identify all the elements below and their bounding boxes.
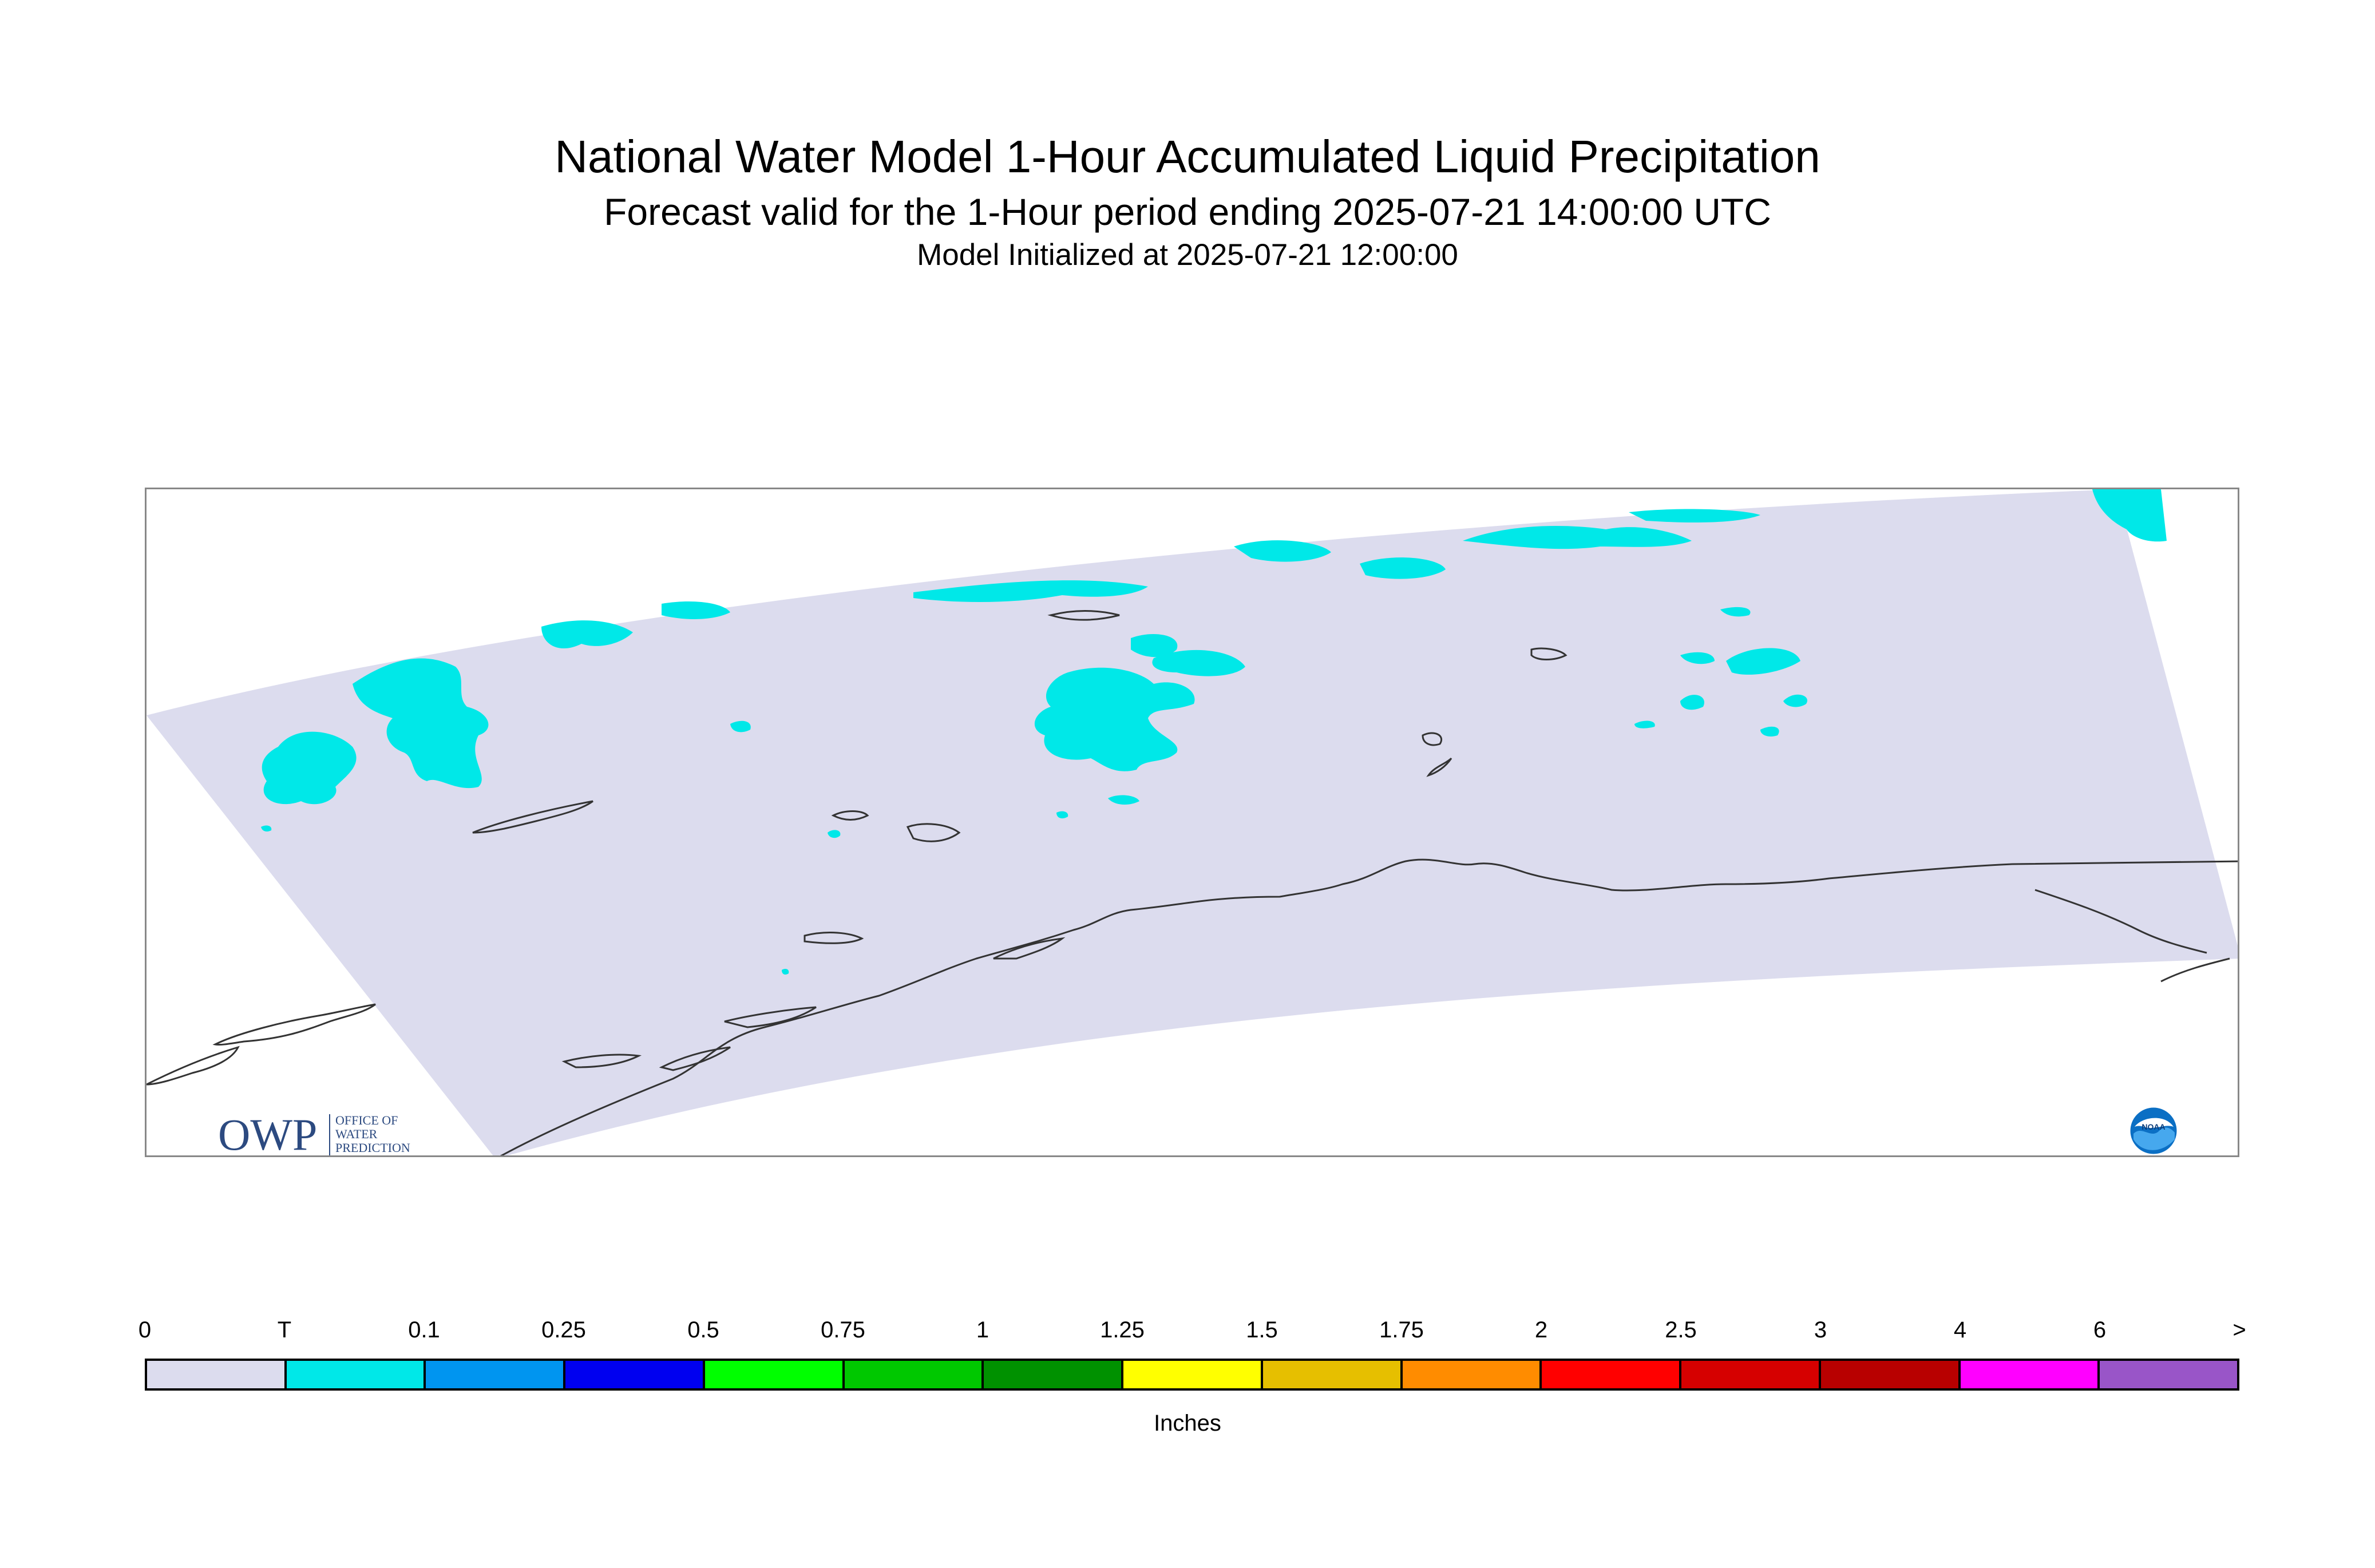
legend-tick-label: 2.5 (1665, 1317, 1697, 1343)
legend-color-2 (426, 1361, 566, 1388)
legend-color-0 (147, 1361, 287, 1388)
map-panel: OWP OFFICE OF WATER PREDICTION NOAA (145, 488, 2239, 1157)
legend-tick-label: 0.25 (541, 1317, 586, 1343)
legend-tick-label: 0.1 (408, 1317, 440, 1343)
legend-color-7 (1123, 1361, 1263, 1388)
owp-line-3: PREDICTION (335, 1141, 410, 1155)
legend-color-14 (2100, 1361, 2238, 1388)
owp-mark: OWP (218, 1110, 317, 1157)
coastlines (147, 610, 2238, 1155)
legend-tick-label: 6 (2093, 1317, 2107, 1343)
owp-line-2: WATER (335, 1127, 378, 1141)
legend-color-6 (984, 1361, 1124, 1388)
owp-line-1: OFFICE OF (335, 1113, 398, 1127)
legend-color-4 (704, 1361, 845, 1388)
legend-tick-label: 0.5 (687, 1317, 719, 1343)
legend-tick-label: 4 (1953, 1317, 1967, 1343)
forecast-valid-subtitle: Forecast valid for the 1-Hour period end… (604, 191, 1771, 233)
legend-tick-label: 0 (138, 1317, 152, 1343)
legend-tick-label: > (2232, 1317, 2246, 1343)
legend-color-5 (844, 1361, 984, 1388)
legend-tick-label: 1 (976, 1317, 989, 1343)
legend-color-12 (1820, 1361, 1961, 1388)
legend-color-1 (286, 1361, 426, 1388)
legend-tick-label: 3 (1814, 1317, 1827, 1343)
legend-color-10 (1542, 1361, 1682, 1388)
legend-colorbar (145, 1359, 2239, 1391)
legend-color-13 (1960, 1361, 2100, 1388)
precipitation-areas (261, 489, 2167, 975)
model-domain (147, 489, 2238, 1155)
legend-color-8 (1262, 1361, 1403, 1388)
alaska-map (147, 489, 2238, 1155)
legend-tick-label: 0.75 (821, 1317, 865, 1343)
noaa-logo: NOAA (2128, 1105, 2179, 1155)
legend-units: Inches (1154, 1411, 1221, 1436)
legend-tick-label: 1.5 (1246, 1317, 1278, 1343)
owp-logo: OWP OFFICE OF WATER PREDICTION (218, 1108, 447, 1157)
legend-tick-label: 1.25 (1100, 1317, 1145, 1343)
legend-tick-label: T (277, 1317, 292, 1343)
map-title: National Water Model 1-Hour Accumulated … (555, 131, 1820, 182)
legend-tick-label: 2 (1534, 1317, 1548, 1343)
model-init-subtitle: Model Initialized at 2025-07-21 12:00:00 (917, 238, 1458, 272)
legend-color-3 (565, 1361, 705, 1388)
legend-tick-label: 1.75 (1379, 1317, 1424, 1343)
noaa-text: NOAA (2142, 1122, 2165, 1131)
legend-color-11 (1681, 1361, 1821, 1388)
legend-color-9 (1402, 1361, 1542, 1388)
